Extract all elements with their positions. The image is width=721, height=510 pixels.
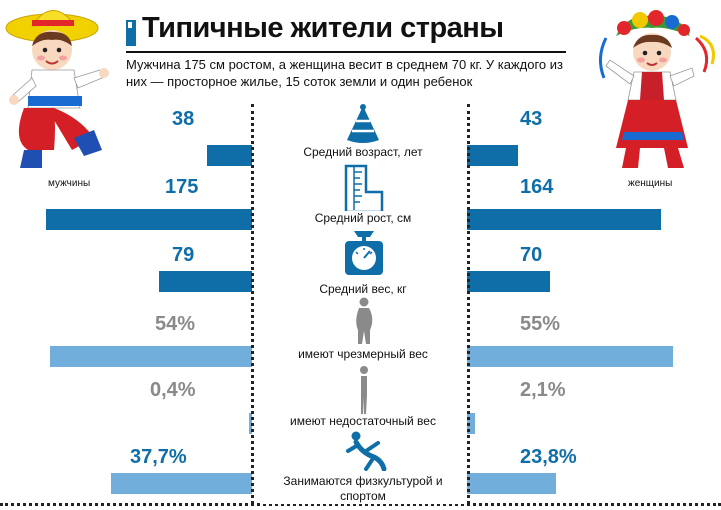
women-label: женщины: [628, 178, 673, 189]
women-bar-weight: [467, 271, 550, 292]
overweight-person-icon: [356, 297, 373, 344]
title-marker: [126, 20, 136, 46]
men-bar-weight: [158, 271, 252, 292]
men-bar-overweight: [50, 346, 252, 367]
women-bar-sport: [467, 473, 556, 494]
exercise-person-icon: [346, 431, 387, 471]
left-dotted-divider: [251, 104, 254, 504]
women-bar-height: [467, 209, 661, 230]
category-label-sport: Занимаются физкультурой и спортом: [262, 474, 464, 504]
men-bar-underweight: [249, 413, 252, 434]
women-bar-underweight: [467, 413, 475, 434]
category-label-overweight: имеют чрезмерный вес: [262, 347, 464, 362]
category-label-underweight: имеют недостаточный вес: [262, 414, 464, 429]
right-dotted-divider: [467, 104, 470, 504]
men-value-sport: 37,7%: [130, 446, 187, 468]
men-bar-sport: [111, 473, 252, 494]
page-subtitle: Мужчина 175 см ростом, а женщина весит в…: [126, 57, 563, 89]
men-value-age: 38: [172, 108, 195, 130]
men-bar-height: [45, 209, 252, 230]
ruler-icon: [344, 164, 384, 214]
page-title: Типичные жители страны: [142, 12, 504, 44]
men-label: мужчины: [48, 178, 91, 189]
title-rule: [126, 51, 566, 53]
men-value-underweight: 0,4%: [150, 379, 196, 401]
women-value-sport: 23,8%: [520, 446, 577, 468]
bottom-dotted-divider: [0, 503, 721, 506]
men-value-overweight: 54%: [155, 313, 196, 335]
category-label-weight: Средний вес, кг: [262, 282, 464, 297]
women-value-underweight: 2,1%: [520, 379, 566, 401]
men-value-weight: 79: [172, 244, 195, 266]
women-value-weight: 70: [520, 244, 543, 266]
thin-person-icon: [360, 366, 368, 414]
party-hat-icon: [347, 104, 379, 143]
category-label-age: Средний возраст, лет: [262, 145, 464, 160]
men-value-height: 175: [165, 176, 199, 198]
women-bar-age: [467, 145, 518, 166]
category-label-height: Средний рост, см: [262, 211, 464, 226]
women-value-overweight: 55%: [520, 313, 561, 335]
scale-icon: [345, 231, 383, 275]
girl-illustration: [599, 10, 715, 168]
women-value-height: 164: [520, 176, 554, 198]
women-bar-overweight: [467, 346, 673, 367]
women-value-age: 43: [520, 108, 543, 130]
men-bar-age: [207, 145, 252, 166]
boy-illustration: [5, 10, 109, 168]
